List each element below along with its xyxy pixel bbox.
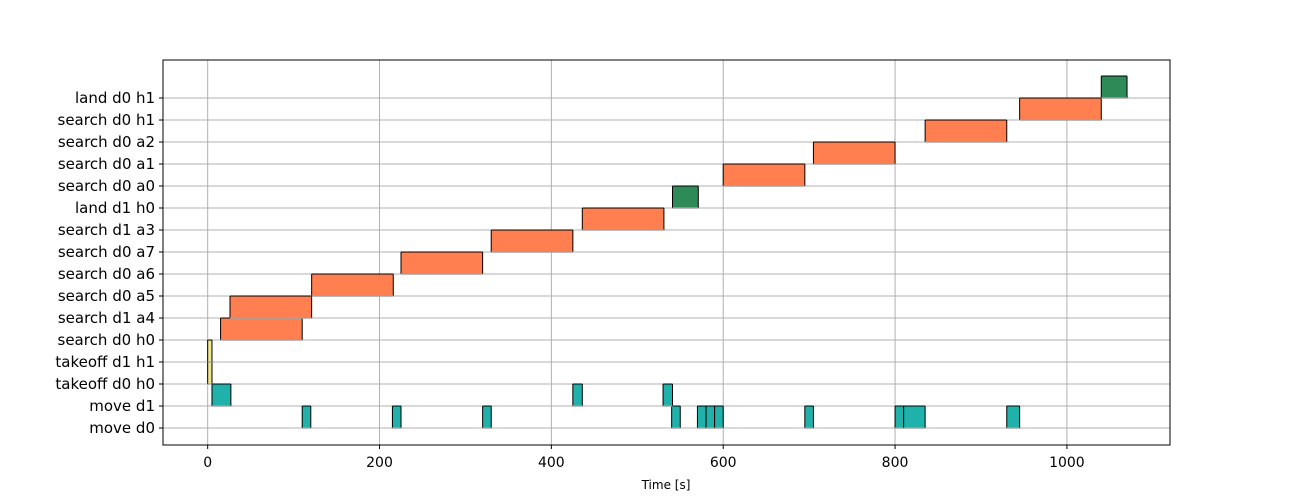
y-tick-label: takeoff d1 h1 — [55, 353, 155, 371]
move-task-bar — [572, 384, 583, 406]
y-tick-label: land d1 h0 — [75, 199, 155, 217]
search-task-bar — [220, 318, 303, 340]
move-task-bar — [482, 406, 492, 428]
search-task-bar — [230, 296, 312, 318]
y-tick-label: search d0 a7 — [58, 243, 155, 261]
move-task-bar — [663, 384, 673, 406]
move-task-bar — [302, 406, 311, 428]
y-tick-label: search d0 a1 — [58, 155, 155, 173]
move-task-bar — [804, 406, 814, 428]
x-tick-label: 800 — [882, 455, 909, 471]
y-tick-label: move d1 — [89, 397, 155, 415]
y-tick-label: search d0 h1 — [58, 111, 155, 129]
search-task-bar — [401, 252, 483, 274]
y-tick-label: search d0 a6 — [58, 265, 155, 283]
search-task-bar — [813, 142, 896, 164]
y-tick-label: search d1 a3 — [58, 221, 155, 239]
y-tick-label: search d1 a4 — [58, 309, 155, 327]
move-task-bar — [211, 384, 231, 406]
task-bars — [207, 75, 1128, 429]
y-tick-label: land d0 h1 — [75, 89, 155, 107]
land-task-bar — [672, 186, 699, 208]
search-task-bar — [582, 208, 664, 230]
move-task-bar — [706, 406, 715, 428]
takeoff-task-bar — [207, 340, 212, 362]
search-task-bar — [491, 230, 573, 252]
move-task-bar — [671, 406, 681, 428]
move-task-bar — [392, 406, 402, 428]
takeoff-task-bar — [207, 362, 212, 384]
x-tick-label: 0 — [203, 455, 212, 471]
search-task-bar — [1019, 98, 1102, 120]
y-tick-label: search d0 a0 — [58, 177, 155, 195]
y-tick-label: move d0 — [89, 419, 155, 437]
search-task-bar — [311, 274, 394, 296]
y-axis: move d0 move d1 takeoff d0 h0 takeoff d1 h1… — [55, 89, 163, 437]
x-axis: 0 200 400 600 800 1000 — [203, 445, 1085, 471]
move-task-bar — [697, 406, 707, 428]
x-tick-label: 400 — [538, 455, 565, 471]
y-tick-label: takeoff d0 h0 — [55, 375, 155, 393]
search-task-bar — [925, 120, 1007, 142]
x-tick-label: 200 — [366, 455, 393, 471]
search-task-bar — [723, 164, 805, 186]
move-task-bar — [1006, 406, 1020, 428]
y-tick-label: search d0 a5 — [58, 287, 155, 305]
move-task-bar — [903, 406, 926, 428]
x-tick-label: 1000 — [1049, 455, 1085, 471]
move-task-bar — [895, 406, 904, 428]
land-task-bar — [1101, 76, 1128, 98]
x-tick-label: 600 — [710, 455, 737, 471]
y-tick-label: search d0 h0 — [58, 331, 155, 349]
move-task-bar — [714, 406, 724, 428]
y-tick-label: search d0 a2 — [58, 133, 155, 151]
x-axis-label: Time [s] — [641, 478, 691, 492]
